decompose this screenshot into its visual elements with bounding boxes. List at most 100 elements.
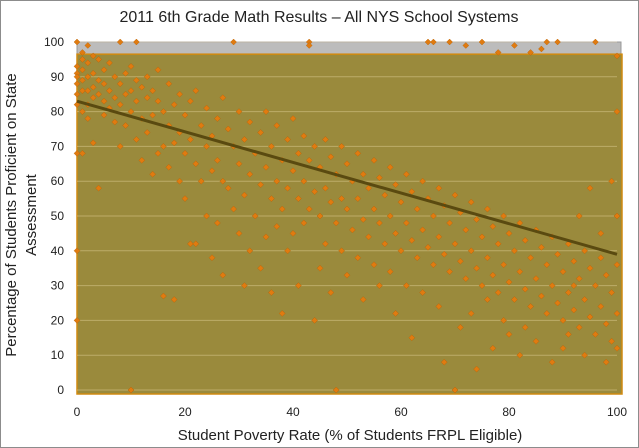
data-point (79, 66, 86, 74)
data-point (187, 97, 194, 105)
data-point (268, 289, 275, 296)
data-point (435, 184, 443, 192)
data-point (305, 205, 313, 213)
data-point (592, 282, 599, 289)
data-point (559, 344, 567, 352)
data-point (284, 247, 291, 255)
data-point (532, 337, 540, 345)
data-point (343, 205, 351, 213)
data-point (208, 167, 216, 175)
data-point (176, 177, 183, 185)
data-point (311, 317, 318, 324)
data-point (197, 122, 205, 129)
data-point (73, 38, 81, 46)
data-point (192, 240, 200, 248)
data-point (316, 264, 324, 272)
data-point (176, 90, 183, 98)
data-point (149, 87, 156, 95)
y-axis-ticks: 0 10 20 30 40 50 60 70 80 90 100 (44, 35, 64, 397)
data-point (138, 83, 146, 91)
data-point (376, 219, 383, 227)
data-point (446, 219, 453, 227)
data-point (268, 143, 275, 150)
data-point (154, 66, 162, 74)
data-point (413, 254, 421, 262)
data-point (494, 289, 502, 296)
data-point (116, 80, 124, 88)
data-point (251, 212, 259, 220)
data-point (257, 264, 264, 272)
data-point (376, 174, 383, 182)
data-point (160, 108, 167, 115)
data-point (462, 42, 470, 49)
data-point (538, 292, 545, 300)
data-point (246, 118, 254, 126)
data-point (95, 56, 102, 63)
data-point (608, 289, 615, 296)
data-point (197, 177, 205, 185)
data-point (241, 136, 248, 143)
data-point (505, 331, 513, 338)
data-point (127, 87, 135, 95)
data-point (484, 296, 491, 303)
data-point (473, 216, 480, 223)
x-tick-label: 0 (74, 405, 81, 419)
data-point (284, 184, 291, 192)
y-axis-label-line1: Percentage of Students Proficient on Sta… (3, 73, 20, 357)
data-point (376, 282, 383, 289)
data-point (116, 101, 124, 108)
data-point (192, 160, 200, 168)
data-point (122, 70, 129, 77)
data-point (214, 157, 221, 164)
data-point (316, 212, 324, 220)
data-point (359, 216, 367, 223)
data-point (397, 198, 405, 206)
y-tick-label: 20 (51, 313, 65, 327)
data-point (295, 150, 302, 157)
data-point (143, 73, 151, 81)
data-point (554, 299, 561, 307)
data-point (95, 76, 102, 84)
x-axis-label: Student Poverty Rate (% of Students FRPL… (178, 427, 523, 444)
data-point (235, 230, 243, 237)
data-point (203, 212, 210, 220)
data-point (570, 282, 578, 289)
data-point (403, 282, 410, 289)
data-point (365, 184, 372, 192)
data-point (170, 101, 178, 108)
data-point (467, 198, 475, 206)
data-point (613, 310, 621, 317)
data-point (511, 296, 518, 303)
data-point (548, 282, 556, 289)
data-point (608, 177, 615, 185)
data-point (354, 195, 362, 202)
data-point (305, 157, 313, 164)
data-point (392, 181, 399, 188)
data-point (451, 386, 459, 394)
y-tick-label: 80 (51, 105, 65, 119)
data-point (435, 303, 443, 310)
y-tick-label: 100 (44, 35, 64, 49)
data-point (354, 254, 362, 262)
data-point (284, 136, 291, 143)
data-point (424, 244, 432, 251)
data-point (262, 163, 270, 171)
data-point (106, 59, 113, 67)
data-point (602, 358, 610, 366)
y-axis-label-line2: Assessment (23, 173, 40, 256)
gridlines (77, 41, 617, 391)
data-point (381, 240, 389, 248)
data-point (322, 184, 329, 192)
data-point (73, 73, 81, 81)
data-point (111, 73, 119, 81)
data-point (246, 170, 254, 178)
data-point (570, 257, 578, 265)
data-point (170, 139, 178, 147)
data-point (511, 247, 518, 255)
data-point (494, 49, 502, 56)
data-point (430, 212, 437, 220)
data-point (149, 111, 156, 119)
data-point (165, 163, 173, 171)
data-point (224, 125, 232, 133)
